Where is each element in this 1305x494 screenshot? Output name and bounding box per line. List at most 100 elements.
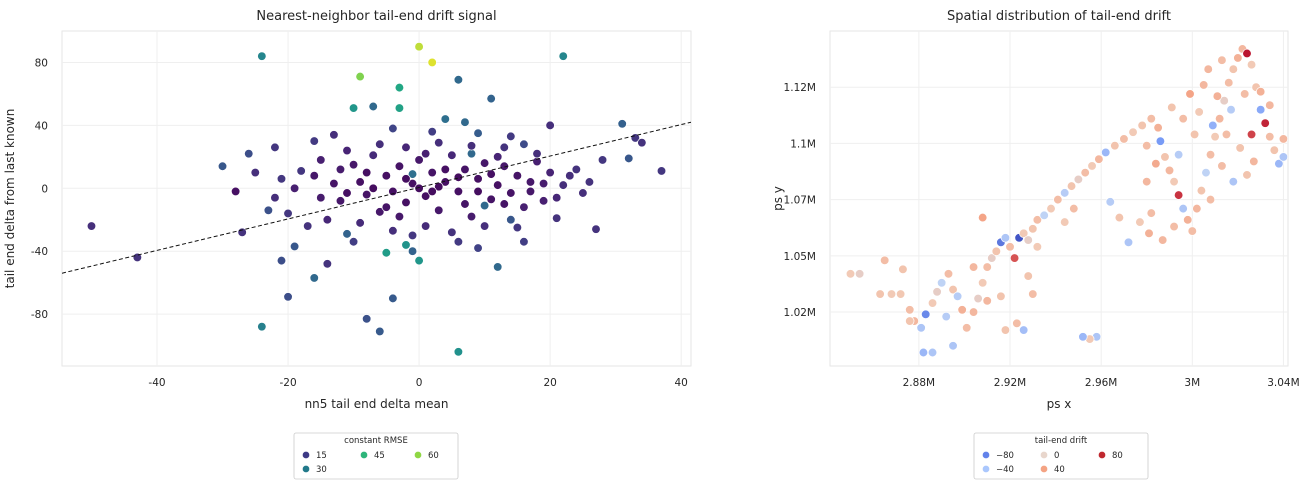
data-point <box>962 323 972 333</box>
data-point <box>1110 141 1120 151</box>
data-point <box>552 193 562 203</box>
data-point <box>545 120 555 131</box>
data-point <box>558 180 568 190</box>
data-point <box>368 183 378 193</box>
data-point <box>335 164 346 175</box>
data-point <box>420 221 431 231</box>
data-point <box>447 150 457 160</box>
data-point <box>1144 228 1154 238</box>
data-point <box>348 103 359 113</box>
data-point <box>1210 132 1220 142</box>
legend-marker <box>1098 451 1106 459</box>
data-point <box>1060 188 1070 198</box>
data-point <box>381 248 391 258</box>
data-point <box>1151 159 1161 169</box>
data-point <box>427 186 437 197</box>
data-point <box>978 212 988 223</box>
data-point <box>1269 145 1279 155</box>
data-point <box>898 264 908 274</box>
data-point <box>270 142 280 153</box>
data-point <box>1278 134 1288 144</box>
data-point <box>244 149 254 159</box>
data-point <box>1265 132 1275 142</box>
data-point <box>571 164 581 175</box>
data-point <box>447 227 457 237</box>
data-point <box>565 171 575 181</box>
data-point <box>414 42 424 52</box>
data-point <box>1069 203 1079 214</box>
data-point <box>453 237 464 247</box>
data-point <box>987 253 997 263</box>
data-point <box>440 164 450 175</box>
data-point <box>1094 154 1104 164</box>
data-point <box>322 259 333 269</box>
data-point <box>1046 203 1056 214</box>
data-point <box>1153 123 1163 133</box>
data-point <box>1078 332 1088 342</box>
y-tick-label: 0 <box>41 183 48 195</box>
data-point <box>1226 105 1236 115</box>
data-point <box>440 114 450 124</box>
data-point <box>845 269 856 279</box>
data-point <box>362 314 372 324</box>
data-point <box>381 171 391 181</box>
data-point <box>348 160 359 170</box>
data-point <box>617 119 627 129</box>
data-point <box>434 182 444 192</box>
data-point <box>591 224 601 234</box>
data-point <box>283 208 293 219</box>
data-point <box>342 229 352 239</box>
chart-title: Spatial distribution of tail-end drift <box>947 9 1171 24</box>
data-point <box>905 305 915 315</box>
data-point <box>506 215 516 225</box>
y-axis-label: tail end delta from last known <box>3 109 17 289</box>
data-point <box>473 128 483 138</box>
legend-label: 0 <box>1054 451 1059 461</box>
data-point <box>1053 194 1063 205</box>
data-point <box>1160 152 1170 162</box>
data-point <box>996 291 1006 301</box>
data-point <box>1240 89 1250 99</box>
data-point <box>538 178 549 189</box>
x-tick-label: 2.96M <box>1085 377 1117 389</box>
data-point <box>1194 107 1204 117</box>
data-point <box>584 177 595 187</box>
x-tick-label: 40 <box>674 377 687 389</box>
data-point <box>309 136 319 146</box>
data-point <box>927 347 938 358</box>
data-point <box>250 167 260 178</box>
data-point <box>1208 120 1218 131</box>
data-point <box>1246 60 1257 70</box>
data-point <box>407 178 418 189</box>
data-point <box>943 269 954 279</box>
data-point <box>1212 91 1223 101</box>
data-point <box>1060 217 1070 227</box>
data-point <box>1173 150 1184 160</box>
data-point <box>434 205 444 215</box>
data-point <box>1201 167 1211 178</box>
data-point <box>440 177 450 187</box>
data-point <box>948 284 958 295</box>
data-point <box>394 103 405 113</box>
data-point <box>927 298 938 308</box>
data-point <box>329 130 339 140</box>
legend-box <box>293 432 459 480</box>
data-point <box>1228 64 1238 74</box>
y-tick-label: 40 <box>35 120 48 132</box>
data-point <box>401 142 411 153</box>
data-point <box>1233 53 1243 63</box>
data-point <box>342 188 352 198</box>
data-point <box>512 222 523 233</box>
legend-marker <box>1040 465 1048 473</box>
data-point <box>1183 215 1193 225</box>
x-tick-label: -20 <box>279 377 296 389</box>
data-point <box>473 186 483 197</box>
data-point <box>1199 80 1209 90</box>
data-point <box>552 213 562 223</box>
data-point <box>322 215 333 225</box>
data-point <box>1203 64 1213 74</box>
data-point <box>918 347 929 358</box>
data-point <box>414 183 424 193</box>
data-point <box>968 307 979 317</box>
